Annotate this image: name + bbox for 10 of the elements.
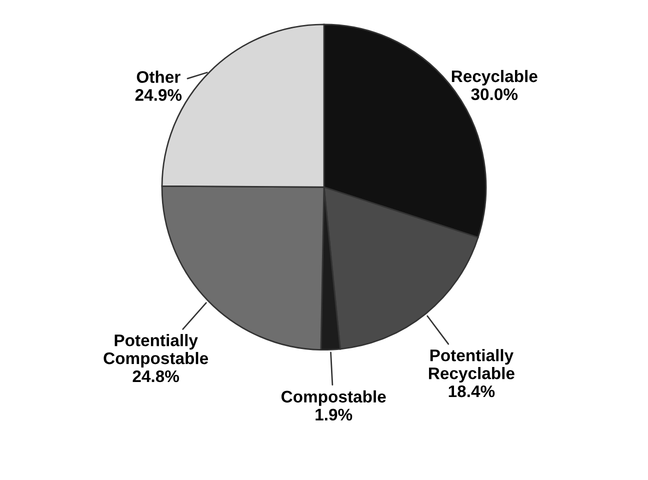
data-label: 24.8% bbox=[132, 370, 180, 382]
data-label: 1.9% bbox=[316, 408, 352, 421]
data-label: 18.4% bbox=[448, 385, 495, 398]
slice-label: Compostable bbox=[281, 390, 386, 406]
slice-label: Recyclable bbox=[452, 70, 538, 86]
slice-label: Potentially Compostable bbox=[104, 334, 208, 368]
slice-label: Other bbox=[136, 70, 180, 83]
data-label: 24.9% bbox=[135, 89, 182, 101]
slice-label: Potentially Recyclable bbox=[429, 349, 514, 383]
data-label: 30.0% bbox=[471, 88, 518, 100]
